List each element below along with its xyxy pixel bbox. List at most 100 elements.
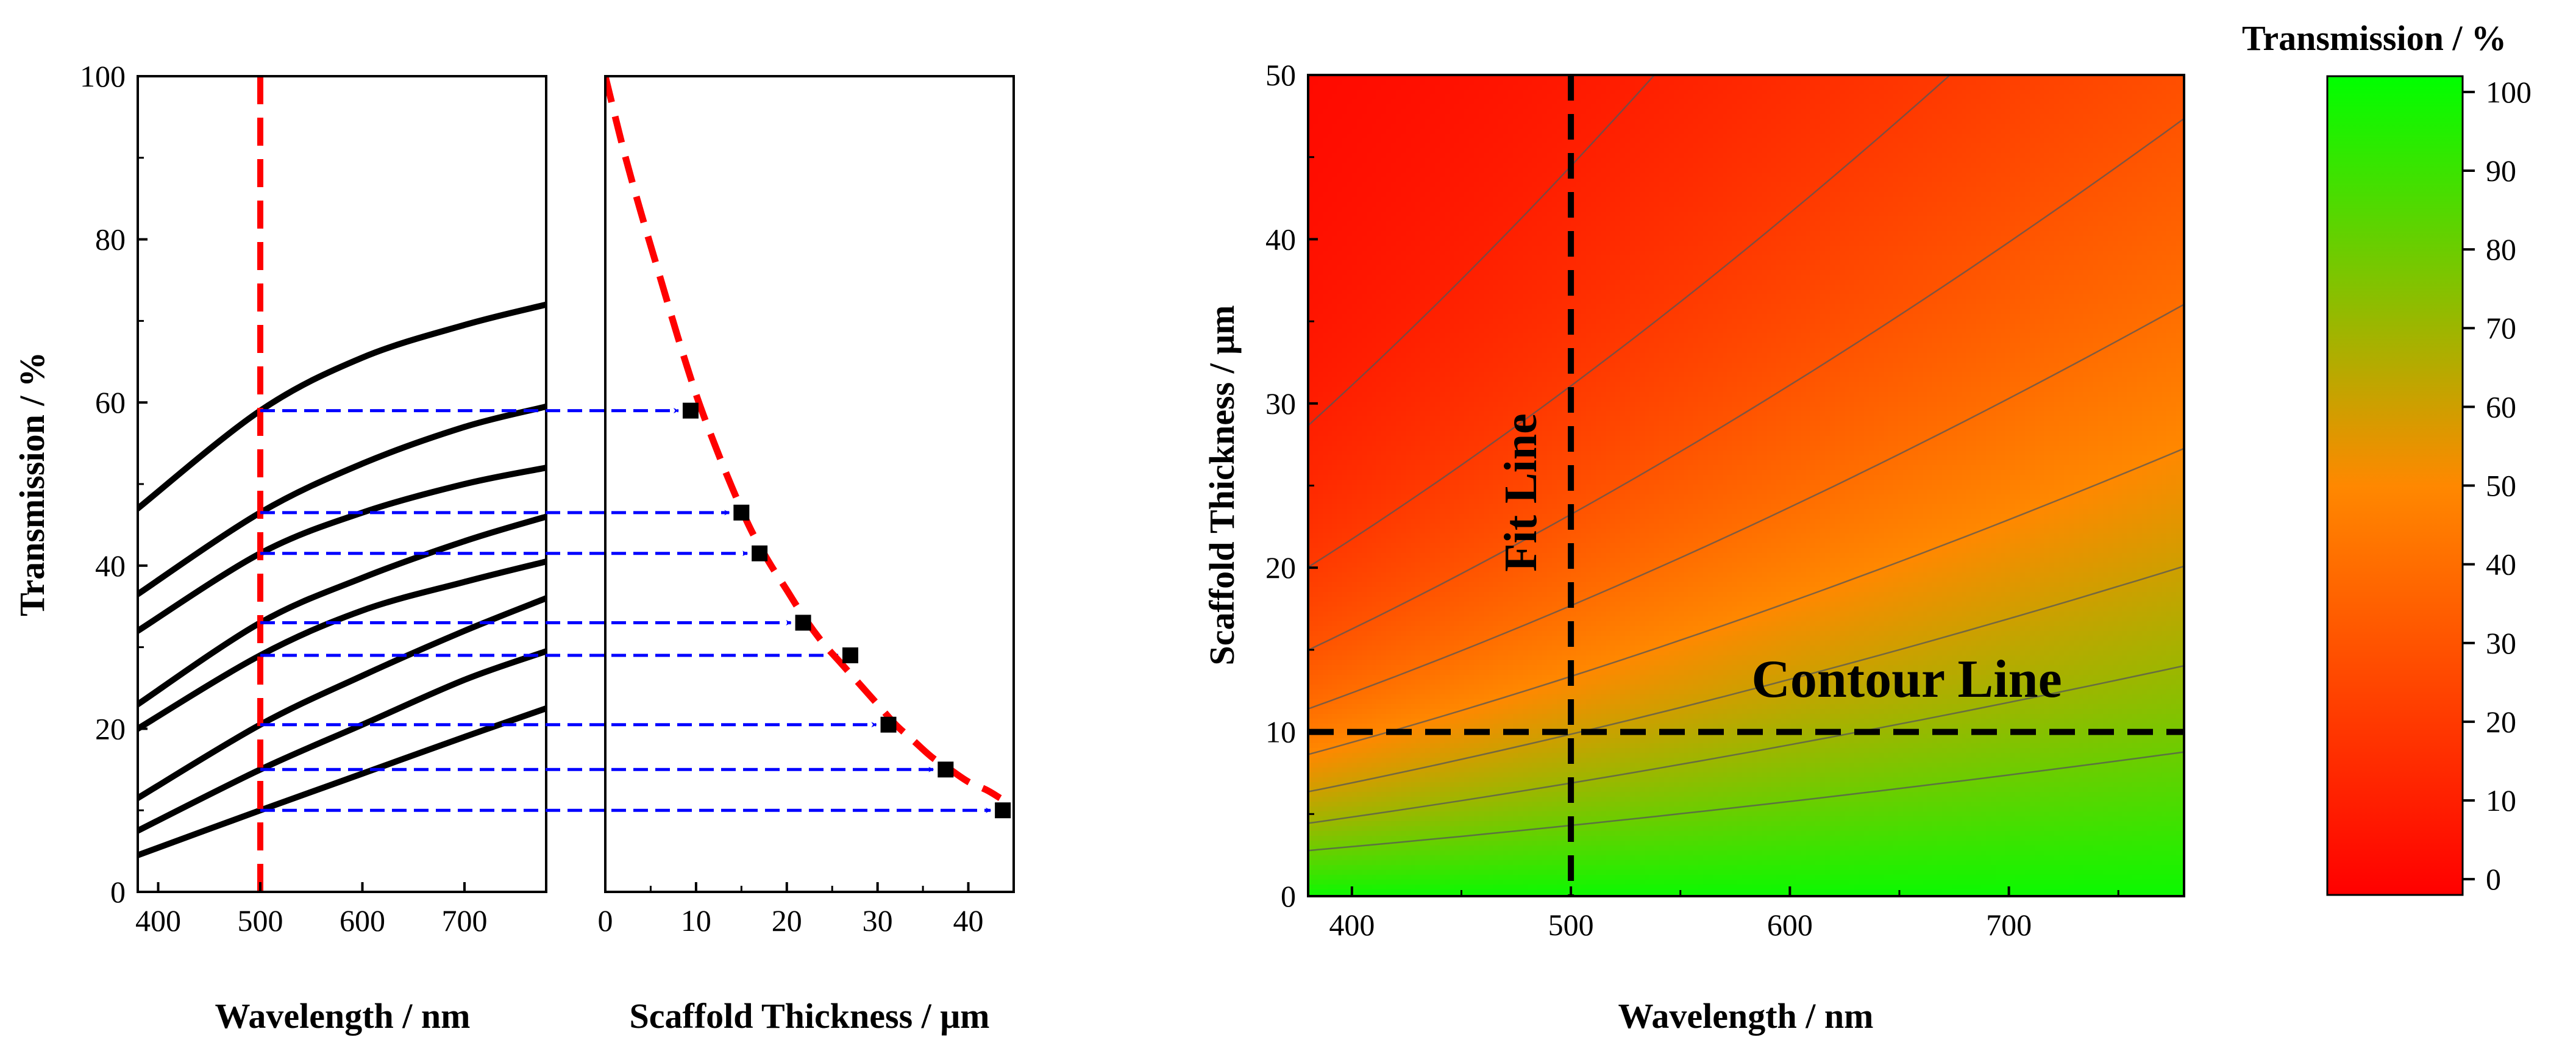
x-tick-label: 600	[340, 903, 385, 938]
heatmap-cell	[1332, 241, 1338, 246]
heatmap-cell	[1313, 475, 1318, 480]
heatmap-cell	[1337, 333, 1343, 339]
heatmap-cell	[1318, 368, 1323, 373]
heatmap-cell	[1313, 207, 1318, 212]
heatmap-cell	[1323, 329, 1328, 334]
heatmap-cell	[1332, 792, 1338, 797]
heatmap-cell	[1323, 114, 1328, 119]
heatmap-cell	[1328, 280, 1333, 285]
heatmap-cell	[1313, 124, 1318, 129]
heatmap-cell	[1328, 119, 1333, 124]
heatmap-cell	[1332, 290, 1338, 295]
heatmap-cell	[1313, 743, 1318, 749]
heatmap-cell	[1318, 885, 1323, 890]
heatmap-cell	[1328, 299, 1333, 305]
heatmap-cell	[1328, 197, 1333, 202]
heatmap-cell	[1328, 436, 1333, 441]
heatmap-cell	[1337, 304, 1343, 310]
heatmap-cell	[1323, 592, 1328, 597]
heatmap-cell	[1318, 694, 1323, 700]
heatmap-cell	[1332, 363, 1338, 368]
heatmap-cell	[1332, 441, 1338, 446]
heatmap-cell	[1328, 514, 1333, 519]
heatmap-cell	[1318, 231, 1323, 237]
heatmap-cell	[1332, 446, 1338, 451]
heatmap-cell	[1332, 592, 1338, 597]
heatmap-cell	[1328, 485, 1333, 490]
heatmap-cell	[1332, 602, 1338, 607]
heatmap-cell	[1337, 538, 1343, 544]
heatmap-cell	[1337, 338, 1343, 344]
heatmap-cell	[1332, 611, 1338, 617]
heatmap-cell	[1332, 772, 1338, 778]
heatmap-cell	[1328, 689, 1333, 695]
heatmap-cell	[1318, 85, 1323, 90]
heatmap-cell	[1332, 294, 1338, 300]
heatmap-cell	[1318, 221, 1323, 227]
heatmap-cell	[1337, 134, 1343, 139]
heatmap-cell	[1337, 514, 1343, 519]
heatmap-cell	[1328, 772, 1333, 778]
heatmap-cell	[1323, 148, 1328, 154]
heatmap-cell	[1332, 470, 1338, 476]
heatmap-cell	[1332, 689, 1338, 695]
heatmap-cell	[1313, 94, 1318, 100]
heatmap-cell	[1313, 309, 1318, 315]
heatmap-cell	[1328, 802, 1333, 807]
heatmap-cell	[1328, 885, 1333, 890]
heatmap-cell	[1313, 763, 1318, 768]
heatmap-cell	[1332, 646, 1338, 651]
heatmap-cell	[1328, 870, 1333, 875]
heatmap-cell	[1313, 109, 1318, 115]
heatmap-cell	[1323, 358, 1328, 363]
heatmap-cell	[1332, 143, 1338, 149]
heatmap-bands	[1308, 75, 2186, 900]
heatmap-cell	[1328, 80, 1333, 85]
heatmap-cell	[1323, 241, 1328, 246]
heatmap-cell	[1332, 499, 1338, 505]
heatmap-cell	[1337, 499, 1343, 505]
heatmap-cell	[1318, 163, 1323, 168]
heatmap-cell	[1332, 616, 1338, 622]
heatmap-cell	[1328, 387, 1333, 393]
heatmap-cell	[1323, 338, 1328, 344]
heatmap-cell	[1318, 841, 1323, 846]
heatmap-cell	[1328, 724, 1333, 729]
heatmap-cell	[1323, 397, 1328, 402]
heatmap-cell	[1332, 670, 1338, 675]
heatmap-cell	[1337, 436, 1343, 441]
heatmap-cell	[1328, 670, 1333, 675]
heatmap-cell	[1323, 387, 1328, 393]
heatmap-cell	[1323, 582, 1328, 588]
heatmap-cell	[1328, 592, 1333, 597]
heatmap-cell	[1313, 524, 1318, 529]
spectrum-curve	[138, 651, 546, 830]
heatmap-cell	[1328, 519, 1333, 524]
heatmap-cell	[1313, 173, 1318, 178]
heatmap-cell	[1318, 519, 1323, 524]
heatmap-cell	[1318, 397, 1323, 402]
spectrum-curve	[138, 517, 546, 705]
heatmap-cell	[1337, 533, 1343, 539]
heatmap-cell	[1318, 470, 1323, 476]
fit-point	[733, 505, 749, 521]
heatmap-cell	[1332, 99, 1338, 105]
heatmap-cell	[1328, 421, 1333, 427]
heatmap-cell	[1318, 665, 1323, 671]
heatmap-cell	[1313, 509, 1318, 515]
heatmap-cell	[1318, 563, 1323, 568]
heatmap-cell	[1332, 621, 1338, 627]
heatmap-cell	[1318, 363, 1323, 368]
heatmap-cell	[1337, 377, 1343, 383]
heatmap-cell	[1313, 411, 1318, 417]
heatmap-cell	[1318, 646, 1323, 651]
heatmap-cell	[1332, 572, 1338, 578]
heatmap-cell	[1328, 660, 1333, 666]
heatmap-cell	[1323, 109, 1328, 115]
heatmap-cell	[1323, 753, 1328, 758]
heatmap-cell	[1313, 446, 1318, 451]
heatmap-cell	[1328, 831, 1333, 836]
heatmap-cell	[1328, 480, 1333, 485]
heatmap-cell	[1323, 875, 1328, 880]
x-tick-label: 20	[772, 903, 802, 938]
